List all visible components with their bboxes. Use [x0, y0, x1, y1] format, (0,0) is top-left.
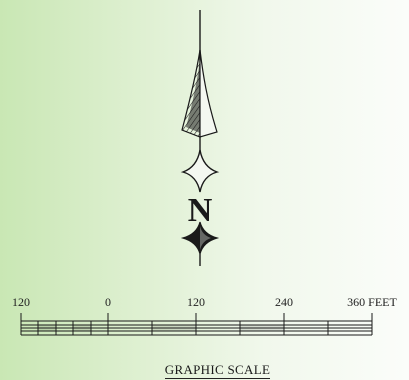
- upper-star-ornament: [180, 149, 220, 193]
- graphic-scale-title-wrap: GRAPHIC SCALE: [0, 361, 409, 379]
- scale-label-360-feet: 360 FEET: [347, 295, 397, 309]
- scale-label-240: 240: [275, 295, 293, 309]
- scale-bar-body: [20, 313, 373, 336]
- graphic-scale-title: GRAPHIC SCALE: [164, 362, 271, 379]
- scale-label-120: 120: [187, 295, 205, 309]
- scale-label-left-120: 120: [12, 295, 30, 309]
- scale-label-zero: 0: [105, 295, 111, 309]
- north-arrow-icon: [181, 49, 218, 152]
- graphic-scale-bar: 120 0 120 240 360 FEET: [12, 295, 397, 336]
- scale-bar-fills: [38, 325, 284, 331]
- north-arrow: N: [180, 10, 220, 266]
